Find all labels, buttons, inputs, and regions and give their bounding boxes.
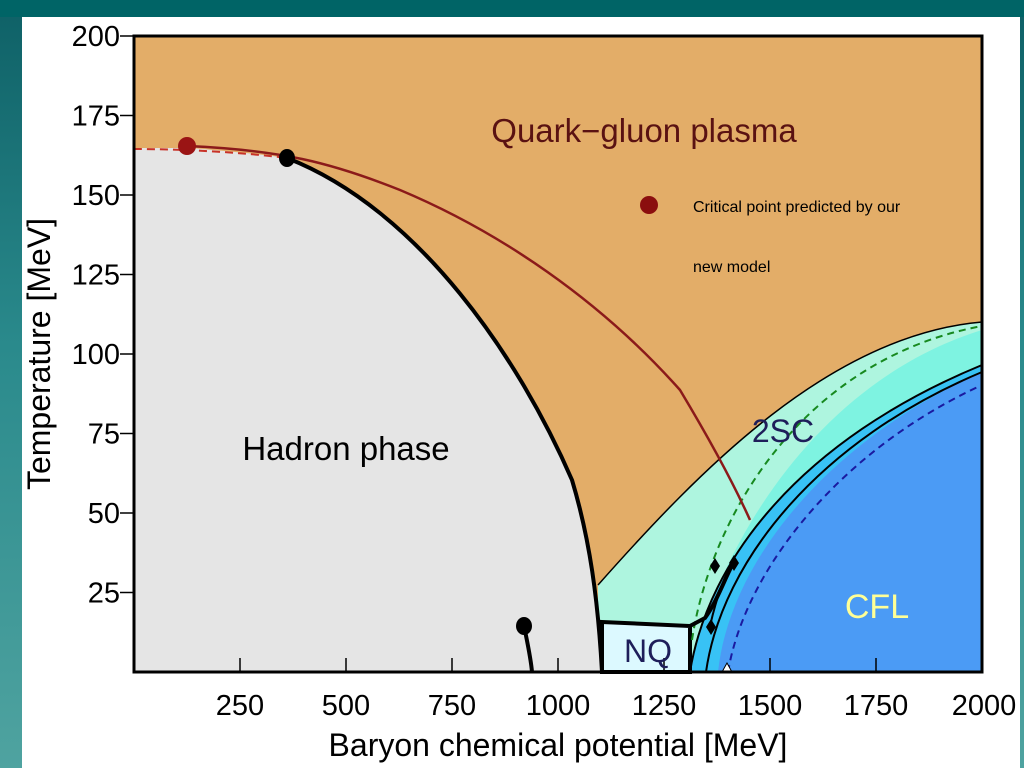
y-tick-label: 150	[72, 180, 120, 212]
y-tick-label: 100	[72, 339, 120, 371]
hadron-qgp-boundary	[286, 156, 604, 673]
x-tick-labels: 250 500 750 1000 1250 1500 1750 2000	[216, 690, 1016, 722]
boundary-2sc-qgp	[597, 321, 983, 586]
diamond-marker	[729, 555, 739, 571]
y-tick-label: 200	[72, 21, 120, 53]
label-cfl: CFL	[845, 588, 909, 626]
diamond-marker	[710, 558, 720, 574]
legend: Critical point predicted by our new mode…	[640, 196, 901, 276]
x-tick-label: 1250	[632, 690, 697, 722]
x-tick-label: 1750	[844, 690, 909, 722]
label-nq: NQ	[624, 633, 672, 669]
x-tick-label: 1000	[526, 690, 591, 722]
region-hadron-phase	[134, 148, 602, 672]
phase-diagram-chart: 250 500 750 1000 1250 1500 1750 2000 25 50 75 100 1…	[22, 21, 1016, 763]
label-hadron-phase: Hadron phase	[242, 430, 449, 467]
y-tick-labels: 25 50 75 100 125 150 175 200	[72, 21, 120, 610]
x-tick-label: 750	[428, 690, 476, 722]
dashed-2sc-line	[691, 325, 983, 641]
y-axis-label: Temperature [MeV]	[22, 218, 57, 490]
axis-ticks	[120, 35, 983, 672]
crossover-dashed-line	[133, 148, 288, 159]
diamond-marker	[706, 619, 716, 635]
new-model-transition-line	[186, 144, 752, 521]
label-2sc: 2SC	[752, 413, 814, 449]
x-tick-label: 250	[216, 690, 264, 722]
legend-text-line1: Critical point predicted by our	[693, 199, 901, 216]
x-tick-label: 2000	[952, 690, 1017, 722]
legend-text-line2: new model	[693, 259, 770, 276]
y-tick-label: 175	[72, 101, 120, 133]
label-quark-gluon-plasma: Quark−gluon plasma	[491, 112, 797, 149]
slide-panel: 250 500 750 1000 1250 1500 1750 2000 25 50 75 100 1…	[22, 17, 1020, 768]
legend-marker	[640, 196, 658, 214]
endpoint-marker	[516, 617, 532, 635]
critical-point-standard	[279, 149, 295, 167]
y-tick-label: 50	[88, 498, 120, 530]
x-axis-label: Baryon chemical potential [MeV]	[329, 727, 788, 763]
boundary-gapless-inner	[705, 371, 983, 673]
boundary-gapless-outer	[689, 364, 983, 673]
y-tick-label: 125	[72, 260, 120, 292]
x-tick-label: 500	[322, 690, 370, 722]
y-tick-label: 25	[88, 578, 120, 610]
y-tick-label: 75	[88, 419, 120, 451]
x-tick-label: 1500	[738, 690, 803, 722]
region-cfl	[718, 372, 982, 672]
top-title-band	[0, 0, 1024, 17]
critical-point-new-model	[178, 137, 196, 155]
